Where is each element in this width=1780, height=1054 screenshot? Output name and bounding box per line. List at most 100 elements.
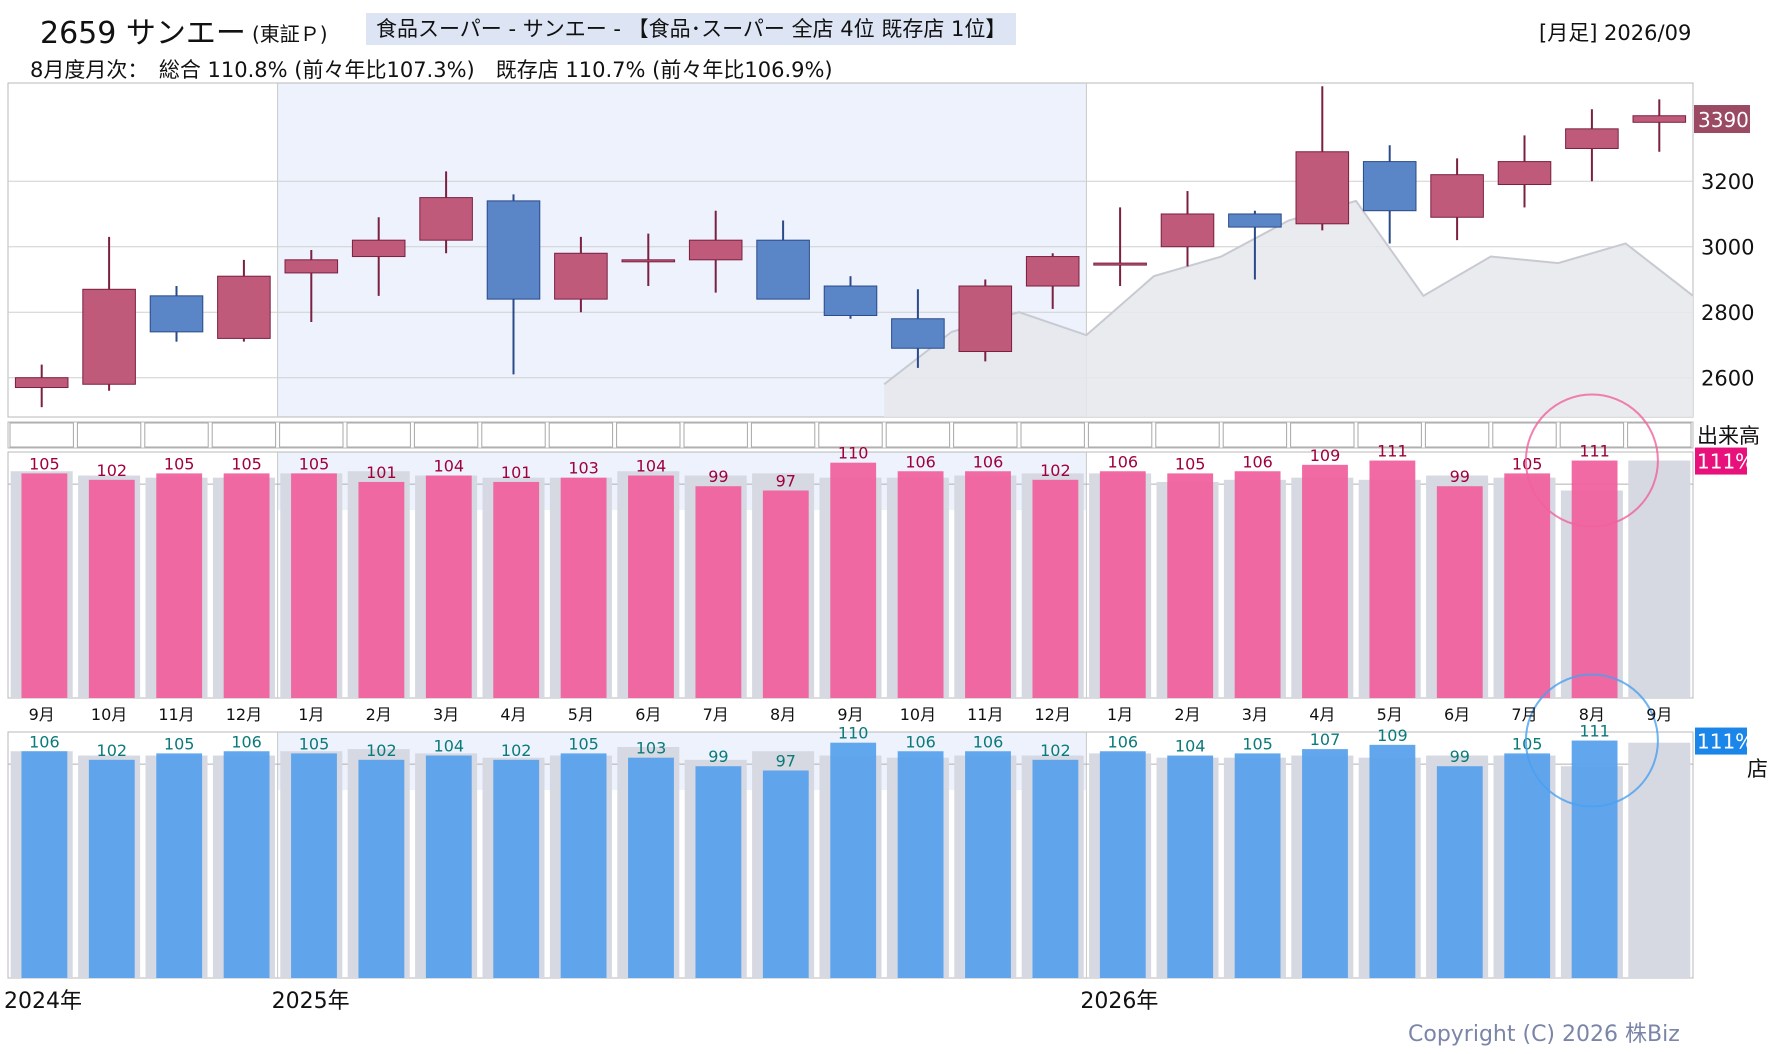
current-year-bar — [223, 473, 270, 698]
current-year-bar — [1302, 749, 1348, 978]
candle-body — [284, 259, 339, 274]
volume-panel: 出来高 — [9, 422, 1760, 448]
year-label: 2024年 — [4, 989, 82, 1014]
current-year-bar — [830, 742, 877, 978]
current-year-bar — [1099, 751, 1146, 978]
bar-value-label: 105 — [299, 734, 330, 753]
bar-value-label: 106 — [29, 732, 60, 751]
bar-value-label: 106 — [973, 452, 1004, 471]
volume-label: 出来高 — [1697, 424, 1760, 448]
month-tick-label: 8月 — [770, 705, 796, 724]
current-year-bar — [88, 759, 135, 978]
candle-body — [486, 200, 541, 300]
current-year-bar — [1504, 473, 1551, 698]
candle-body — [621, 259, 676, 263]
bar-value-label: 104 — [1175, 737, 1206, 756]
month-tick-label: 2月 — [366, 705, 392, 724]
existing-tag — [1695, 727, 1747, 755]
current-year-bar — [358, 759, 405, 978]
axis-labels: 9月 10月 11月 12月 1月 2月 3月 4月 5月 6月 7月 8月 9月 10月 11月 12月 1月… — [4, 705, 1672, 1014]
candle-body — [1565, 128, 1619, 149]
volume-cell — [1155, 422, 1220, 448]
month-tick-label: 4月 — [1309, 705, 1335, 724]
bar-value-label: 104 — [636, 457, 667, 476]
bar-value-label: 107 — [1310, 730, 1341, 749]
volume-cell — [346, 422, 411, 448]
volume-cell — [1290, 422, 1355, 448]
month-tick-label: 6月 — [635, 705, 661, 724]
current-year-bar — [1369, 460, 1416, 698]
bar-value-label: 105 — [164, 454, 195, 473]
month-tick-label: 5月 — [1377, 705, 1403, 724]
candle-body — [1228, 213, 1282, 228]
bar-value-label: 102 — [97, 741, 128, 760]
current-year-bar — [965, 471, 1011, 698]
candle-body — [1362, 161, 1417, 212]
bar-value-label: 99 — [708, 467, 728, 486]
candle-body — [419, 197, 473, 241]
monthly-summary: 8月度月次： 総合 110.8% (前々年比107.3%) 既存店 110.7%… — [30, 58, 833, 82]
bar-value-label: 104 — [434, 737, 465, 756]
volume-cell — [548, 422, 614, 448]
candle-body — [958, 285, 1013, 353]
last-price-tag — [1694, 105, 1750, 134]
month-tick-label: 12月 — [1035, 705, 1071, 724]
month-tick-label: 12月 — [226, 705, 262, 724]
candle-body — [1295, 151, 1350, 225]
bar-value-label: 105 — [1175, 454, 1206, 473]
month-tick-label: 9月 — [837, 705, 863, 724]
month-tick-label: 7月 — [1511, 705, 1537, 724]
bar-value-label: 106 — [905, 452, 936, 471]
bar-value-label: 106 — [231, 732, 262, 751]
total-tag-label: 111% — [1697, 450, 1754, 474]
bar-value-label: 102 — [501, 741, 532, 760]
volume-cell — [144, 422, 209, 448]
category-label: 食品スーパー - サンエー - 【食品･スーパー 全店 4位 既存店 1位】 — [366, 13, 1017, 45]
existing-store-panel: 106 102 105 106 105 102 104 102 105 103 99 97 110 106… — [8, 673, 1768, 978]
current-year-bar — [156, 753, 203, 978]
bar-value-label: 102 — [1040, 461, 1071, 480]
year-label: 2025年 — [272, 989, 350, 1014]
prior-year-bar — [1628, 742, 1691, 978]
volume-cell — [1424, 422, 1490, 448]
volume-cell — [953, 422, 1018, 448]
volume-cell — [1357, 422, 1422, 448]
month-tick-label: 7月 — [703, 705, 729, 724]
current-year-bar — [1436, 486, 1483, 698]
candle-body — [217, 275, 271, 339]
candle-body — [1632, 115, 1687, 123]
existing-highlight-band — [277, 732, 1087, 790]
month-tick-label: 1月 — [298, 705, 324, 724]
month-tick-label: 1月 — [1107, 705, 1133, 724]
existing-suffix-label: 店 — [1747, 757, 1768, 781]
volume-cell — [9, 422, 74, 448]
current-year-bar — [628, 475, 674, 698]
latest-month-circle — [1524, 393, 1659, 528]
candle-body — [688, 239, 743, 261]
volume-cell — [211, 422, 277, 448]
bar-value-label: 104 — [434, 457, 465, 476]
current-year-bar — [493, 481, 540, 698]
current-year-bar — [1302, 464, 1348, 698]
bar-value-label: 109 — [1377, 726, 1408, 745]
current-year-bar — [1234, 753, 1281, 978]
current-year-bar — [1369, 744, 1416, 978]
current-year-bar — [695, 766, 742, 978]
current-year-bar — [21, 751, 68, 978]
current-year-bar — [628, 757, 674, 978]
bar-value-label: 101 — [501, 463, 532, 482]
volume-cell — [481, 422, 546, 448]
current-year-bar — [1571, 740, 1618, 978]
bar-value-label: 97 — [776, 472, 796, 491]
year-label: 2026年 — [1080, 989, 1158, 1014]
month-tick-label: 8月 — [1579, 705, 1605, 724]
bar-value-label: 99 — [1450, 467, 1470, 486]
current-year-bar — [1099, 471, 1146, 698]
volume-cell — [1020, 422, 1085, 448]
current-year-bar — [762, 770, 809, 978]
bar-value-label: 105 — [299, 454, 330, 473]
bar-value-label: 102 — [366, 741, 397, 760]
bar-value-label: 103 — [568, 459, 599, 478]
bar-value-label: 105 — [568, 734, 599, 753]
